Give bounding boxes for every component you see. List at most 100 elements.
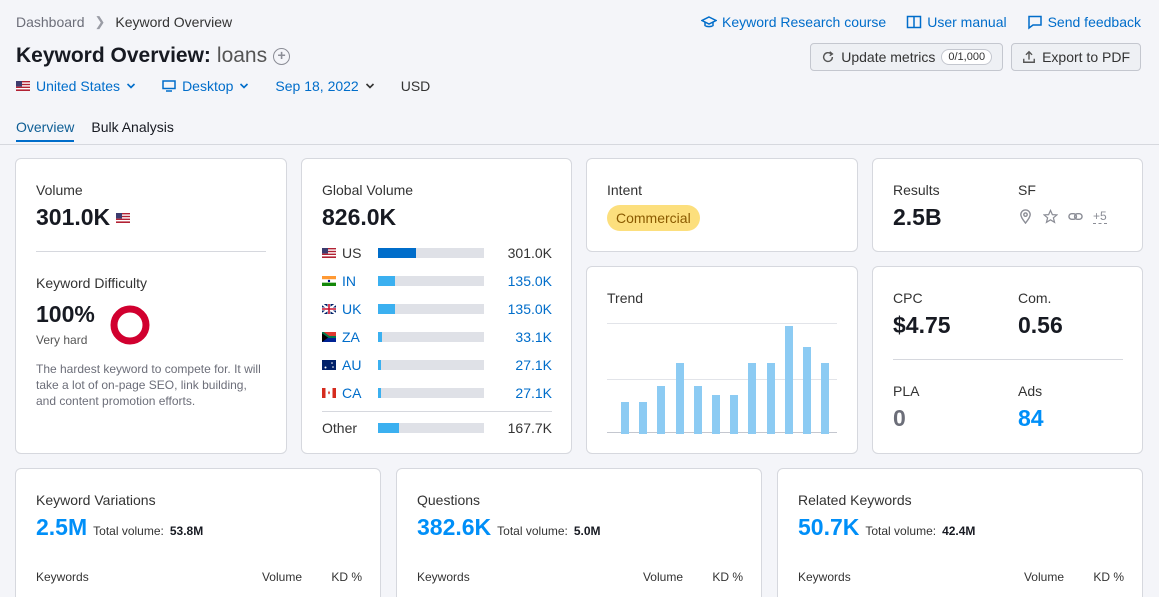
us-flag-icon (16, 81, 30, 91)
trend-bar[interactable] (784, 326, 793, 434)
volume-bar-fill (378, 304, 395, 314)
country-row-za[interactable]: ZA 33.1K (322, 329, 552, 345)
divider (36, 251, 266, 252)
graduation-cap-icon (701, 16, 718, 28)
trend-bar[interactable] (657, 386, 666, 434)
col-volume: Volume (642, 570, 683, 584)
filters-bar: United States Desktop Sep 18, 2022 USD (16, 78, 430, 94)
trend-bar[interactable] (639, 402, 648, 434)
country-code: CA (342, 385, 362, 401)
sf-more[interactable]: +5 (1093, 209, 1107, 224)
update-metrics-button[interactable]: Update metrics 0/1,000 (810, 43, 1004, 71)
trend-bar[interactable] (766, 363, 775, 434)
refresh-icon (823, 51, 834, 63)
country-volume: 27.1K (515, 385, 552, 401)
divider (893, 359, 1123, 360)
uk-flag-icon (322, 304, 336, 314)
col-kd: KD % (1093, 570, 1124, 584)
device-dropdown[interactable]: Desktop (162, 78, 249, 94)
country-code: AU (342, 357, 362, 373)
intent-badge[interactable]: Commercial (607, 205, 700, 231)
col-keywords: Keywords (36, 570, 89, 584)
keyword-variations-value[interactable]: 2.5M (36, 514, 88, 540)
top-links: Keyword Research course User manual Send… (701, 14, 1141, 30)
currency-label: USD (400, 78, 431, 94)
volume-value-row: 301.0K (36, 204, 131, 231)
trend-bar[interactable] (675, 363, 684, 434)
date-dropdown[interactable]: Sep 18, 2022 (275, 78, 374, 94)
export-pdf-button[interactable]: Export to PDF (1011, 43, 1141, 71)
country-row-au[interactable]: AU 27.1K (322, 357, 552, 373)
country-volume: 33.1K (515, 329, 552, 345)
country-row-us[interactable]: US 301.0K (322, 245, 552, 261)
trend-bar[interactable] (730, 395, 739, 434)
send-feedback-label: Send feedback (1047, 14, 1141, 30)
country-dropdown[interactable]: United States (16, 78, 136, 94)
volume-bar (378, 360, 484, 370)
user-manual-label: User manual (927, 14, 1007, 30)
questions-value[interactable]: 382.6K (417, 514, 492, 540)
total-volume-label: Total volume: (865, 524, 937, 538)
total-volume-value: 42.4M (942, 524, 976, 538)
location-pin-icon[interactable] (1018, 209, 1033, 224)
send-feedback-link[interactable]: Send feedback (1027, 14, 1141, 30)
country-row-ca[interactable]: CA 27.1K (322, 385, 552, 401)
link-icon[interactable] (1068, 209, 1083, 224)
related-keywords-card: Related Keywords 50.7K Total volume: 42.… (777, 468, 1143, 597)
breadcrumb-separator-icon: ❯ (94, 14, 106, 29)
user-manual-link[interactable]: User manual (906, 14, 1007, 30)
country-row-in[interactable]: IN 135.0K (322, 273, 552, 289)
trend-bar[interactable] (693, 386, 702, 434)
device-label: Desktop (182, 78, 234, 94)
desktop-icon (162, 80, 176, 92)
related-keywords-value-row: 50.7K Total volume: 42.4M (798, 514, 975, 541)
trend-bar[interactable] (803, 347, 811, 434)
country-label: United States (36, 78, 121, 94)
kd-level: Very hard (36, 333, 88, 347)
volume-bar-fill (378, 388, 382, 398)
chevron-down-icon (240, 83, 249, 89)
add-keyword-icon[interactable]: + (273, 47, 291, 65)
breadcrumb-current: Keyword Overview (115, 14, 233, 30)
country-row-uk[interactable]: UK 135.0K (322, 301, 552, 317)
trend-bar[interactable] (748, 363, 757, 434)
divider (322, 411, 552, 412)
ads-value[interactable]: 84 (1018, 405, 1044, 431)
country-volume: 27.1K (515, 357, 552, 373)
results-value: 2.5B (893, 204, 942, 230)
page-header: Dashboard ❯ Keyword Overview Keyword Res… (0, 0, 1159, 145)
volume-card: Volume 301.0K Keyword Difficulty 100% Ve… (15, 158, 287, 454)
col-volume: Volume (261, 570, 302, 584)
volume-bar (378, 304, 484, 314)
questions-value-row: 382.6K Total volume: 5.0M (417, 514, 601, 541)
intent-label: Intent (607, 182, 643, 198)
trend-bars (607, 324, 837, 434)
chevron-down-icon (126, 83, 136, 89)
trend-bar[interactable] (821, 363, 830, 434)
results-label: Results (893, 182, 940, 198)
volume-bar-fill (378, 276, 395, 286)
page-title: Keyword Overview: loans + (16, 44, 291, 68)
serp-features: +5 (1018, 209, 1107, 224)
star-icon[interactable] (1043, 209, 1058, 224)
page-title-prefix: Keyword Overview: (16, 44, 211, 67)
breadcrumb-dashboard[interactable]: Dashboard (16, 14, 85, 30)
volume-bar (378, 423, 484, 433)
trend-bar[interactable] (712, 395, 720, 434)
trend-label: Trend (607, 290, 644, 306)
col-kd: KD % (712, 570, 743, 584)
tab-overview[interactable]: Overview (16, 119, 75, 142)
upload-icon (1023, 50, 1036, 63)
tab-bulk-analysis[interactable]: Bulk Analysis (91, 119, 174, 135)
keyword-research-course-link[interactable]: Keyword Research course (701, 14, 886, 30)
volume-bar-fill (378, 360, 382, 370)
col-volume: Volume (1023, 570, 1064, 584)
country-volume: 301.0K (507, 245, 552, 261)
breadcrumb: Dashboard ❯ Keyword Overview (16, 14, 232, 30)
trend-bar[interactable] (621, 402, 629, 434)
related-keywords-value[interactable]: 50.7K (798, 514, 860, 540)
related-keywords-label: Related Keywords (798, 492, 912, 508)
results-card: Results 2.5B SF +5 (872, 158, 1143, 252)
kd-ring-icon (110, 305, 150, 345)
export-pdf-label: Export to PDF (1042, 49, 1130, 65)
